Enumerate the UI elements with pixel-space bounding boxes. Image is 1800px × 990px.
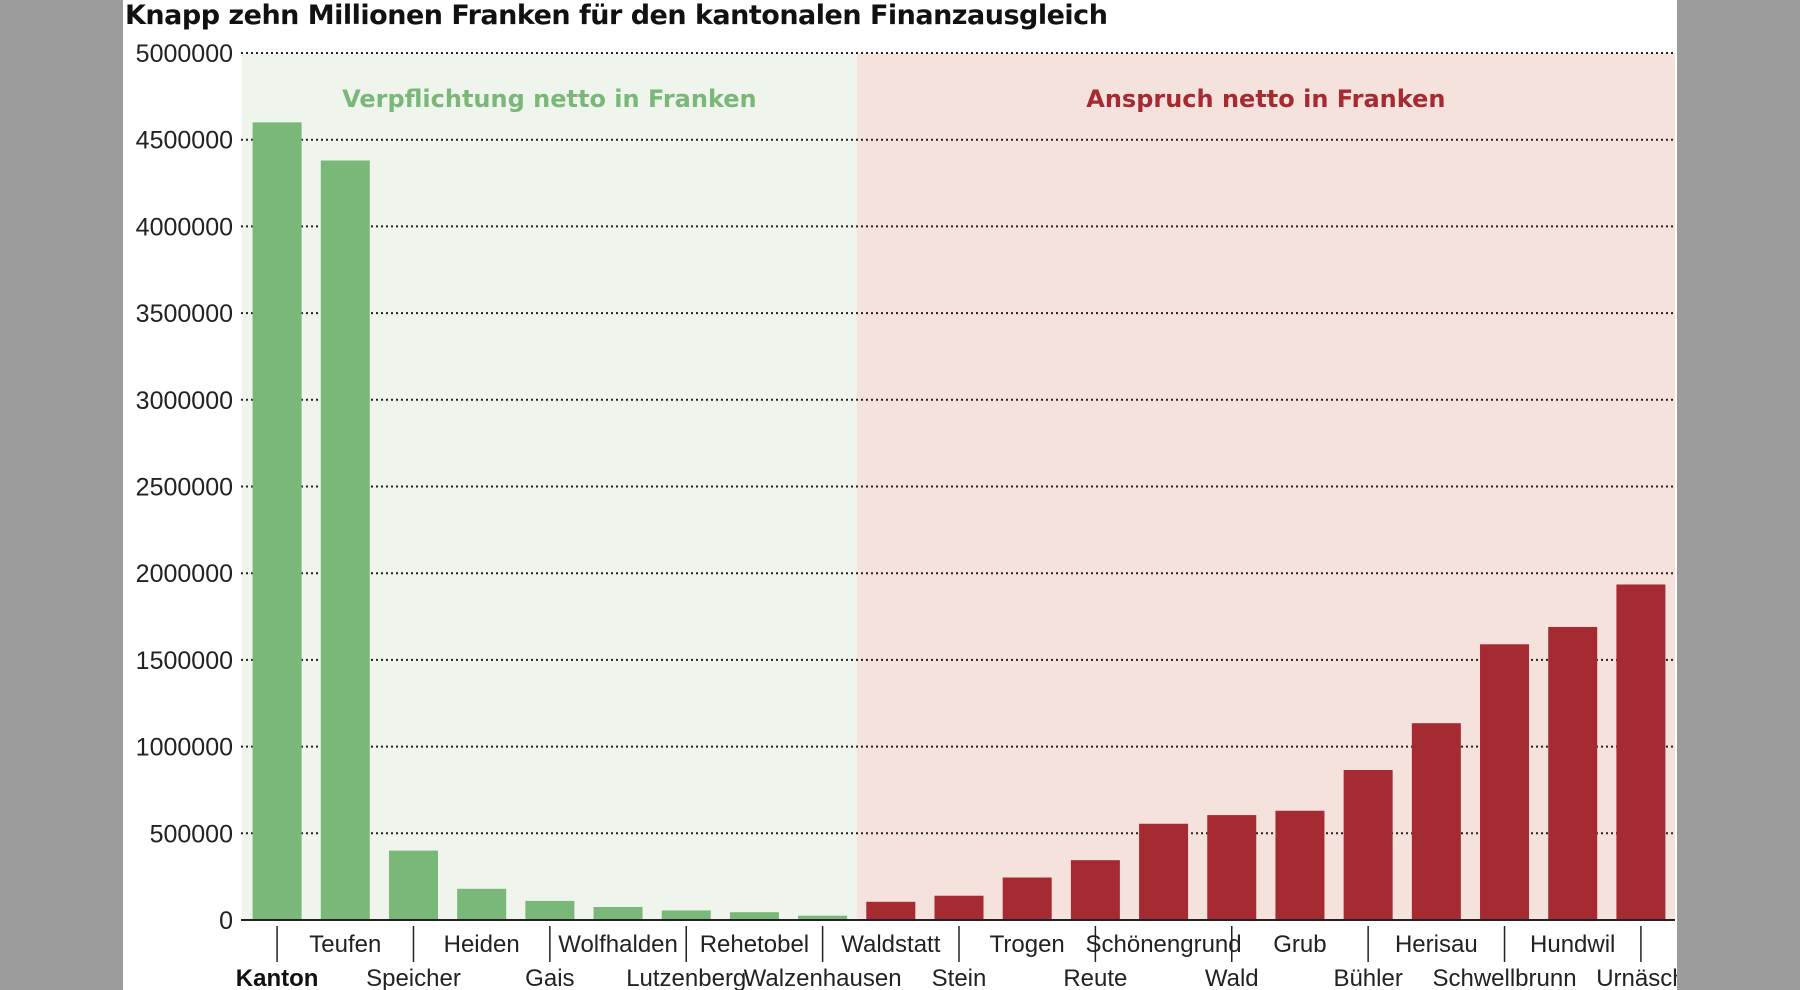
bar	[661, 910, 711, 920]
y-tick-label: 4000000	[136, 213, 233, 241]
category-label: Stein	[932, 965, 987, 990]
bar	[866, 901, 916, 920]
category-label: Speicher	[366, 965, 461, 990]
y-tick-label: 2500000	[136, 474, 233, 502]
bar	[252, 122, 302, 921]
category-label: Trogen	[990, 931, 1065, 958]
bar	[593, 906, 643, 920]
category-label: Bühler	[1333, 965, 1402, 990]
bar	[388, 850, 438, 920]
category-label: Wald	[1205, 965, 1259, 990]
y-tick-label: 4500000	[136, 127, 233, 155]
y-tick-label: 2000000	[136, 560, 233, 588]
chart-title: Knapp zehn Millionen Franken für den kan…	[125, 0, 1108, 31]
bar	[1480, 644, 1530, 920]
bar	[934, 895, 984, 920]
category-label: Hundwil	[1530, 931, 1615, 958]
y-tick-label: 1500000	[136, 647, 233, 675]
y-tick-label: 500000	[150, 820, 233, 848]
category-label: Kanton	[236, 965, 319, 990]
category-label: Teufen	[309, 931, 381, 958]
y-tick-label: 5000000	[136, 40, 233, 68]
y-tick-label: 3000000	[136, 387, 233, 415]
bar-chart: 0 500000 1000000 1500000 2000000 2500000 30000…	[136, 40, 1677, 990]
category-label: Herisau	[1395, 931, 1478, 958]
bar	[798, 915, 848, 920]
category-label: Reute	[1063, 965, 1127, 990]
category-label: Rehetobel	[700, 931, 809, 958]
bar	[1411, 723, 1461, 920]
category-label: Gais	[525, 965, 574, 990]
category-label: Urnäsch	[1596, 965, 1677, 990]
category-label: Schwellbrunn	[1432, 965, 1576, 990]
region-label-2: Anspruch netto in Franken	[1086, 85, 1445, 113]
bar	[1207, 815, 1257, 920]
y-tick-label: 0	[219, 907, 233, 935]
region-label-1: Verpflichtung netto in Franken	[342, 85, 757, 113]
category-label: Waldstatt	[841, 931, 940, 958]
bar	[1616, 584, 1666, 920]
chart-panel: Knapp zehn Millionen Franken für den kan…	[123, 0, 1677, 990]
bar	[1343, 770, 1393, 920]
category-label: Wolfhalden	[558, 931, 678, 958]
bar	[320, 160, 370, 920]
y-tick-label: 1000000	[136, 734, 233, 762]
bar	[1139, 823, 1189, 920]
region-background-2	[856, 53, 1675, 920]
bar	[1275, 810, 1325, 920]
category-label: Heiden	[444, 931, 520, 958]
bar	[1002, 877, 1052, 920]
category-label: Walzenhausen	[744, 965, 902, 990]
y-tick-label: 3500000	[136, 300, 233, 328]
category-label: Schönengrund	[1086, 931, 1242, 958]
bar	[1548, 626, 1598, 920]
category-label: Grub	[1273, 931, 1326, 958]
bar	[457, 888, 507, 920]
category-label: Lutzenberg	[626, 965, 746, 990]
bar	[1070, 860, 1120, 920]
bar	[729, 912, 779, 920]
bar	[525, 900, 575, 920]
